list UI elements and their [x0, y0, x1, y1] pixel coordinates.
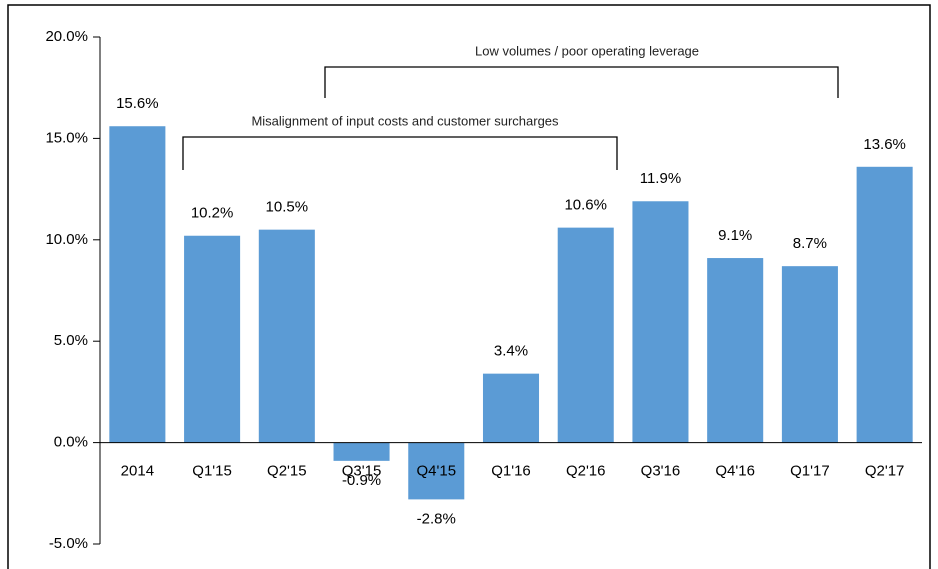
value-label: 10.5%	[266, 199, 309, 216]
x-tick-label: Q3'15	[342, 463, 382, 480]
x-tick-label: Q2'15	[267, 463, 307, 480]
x-tick-label: Q1'17	[790, 463, 830, 480]
bracket	[182, 136, 618, 170]
value-label: -0.9%	[342, 472, 381, 489]
bar	[109, 126, 166, 443]
x-tick-label: Q1'15	[192, 463, 232, 480]
frame	[7, 4, 931, 569]
bar	[557, 227, 614, 443]
x-tick-label: Q2'17	[865, 463, 905, 480]
value-label: 3.4%	[494, 343, 528, 360]
bracket	[324, 66, 839, 98]
x-tick-label: 2014	[121, 463, 154, 480]
value-label: 9.1%	[718, 227, 752, 244]
y-tick-label: 15.0%	[45, 129, 88, 146]
bar	[482, 373, 540, 443]
x-tick-label: Q4'16	[715, 463, 755, 480]
value-label: 8.7%	[793, 235, 827, 252]
y-tick-label: 0.0%	[54, 434, 88, 451]
y-tick-label: 10.0%	[45, 231, 88, 248]
bar	[781, 266, 838, 443]
y-tick-label: 5.0%	[54, 332, 88, 349]
value-label: 13.6%	[863, 136, 906, 153]
value-label: 10.2%	[191, 205, 234, 222]
x-tick-label: Q2'16	[566, 463, 606, 480]
value-label: 15.6%	[116, 95, 159, 112]
bar	[333, 442, 390, 461]
y-tick-label: -5.0%	[49, 535, 88, 552]
annotation: Low volumes / poor operating leverage	[475, 43, 699, 58]
x-tick-label: Q1'16	[491, 463, 531, 480]
bar	[632, 201, 689, 443]
bar	[258, 229, 315, 443]
bar	[856, 166, 913, 443]
value-label: 11.9%	[640, 170, 681, 187]
bar	[707, 258, 764, 443]
value-label: 10.6%	[564, 197, 607, 214]
bar	[408, 442, 465, 500]
value-label: -2.8%	[417, 510, 456, 527]
x-tick-label: Q3'16	[641, 463, 681, 480]
y-tick-label: 20.0%	[45, 28, 88, 45]
x-tick-label: Q4'15	[416, 463, 456, 480]
annotation: Misalignment of input costs and customer…	[251, 113, 559, 128]
bar	[184, 235, 241, 443]
